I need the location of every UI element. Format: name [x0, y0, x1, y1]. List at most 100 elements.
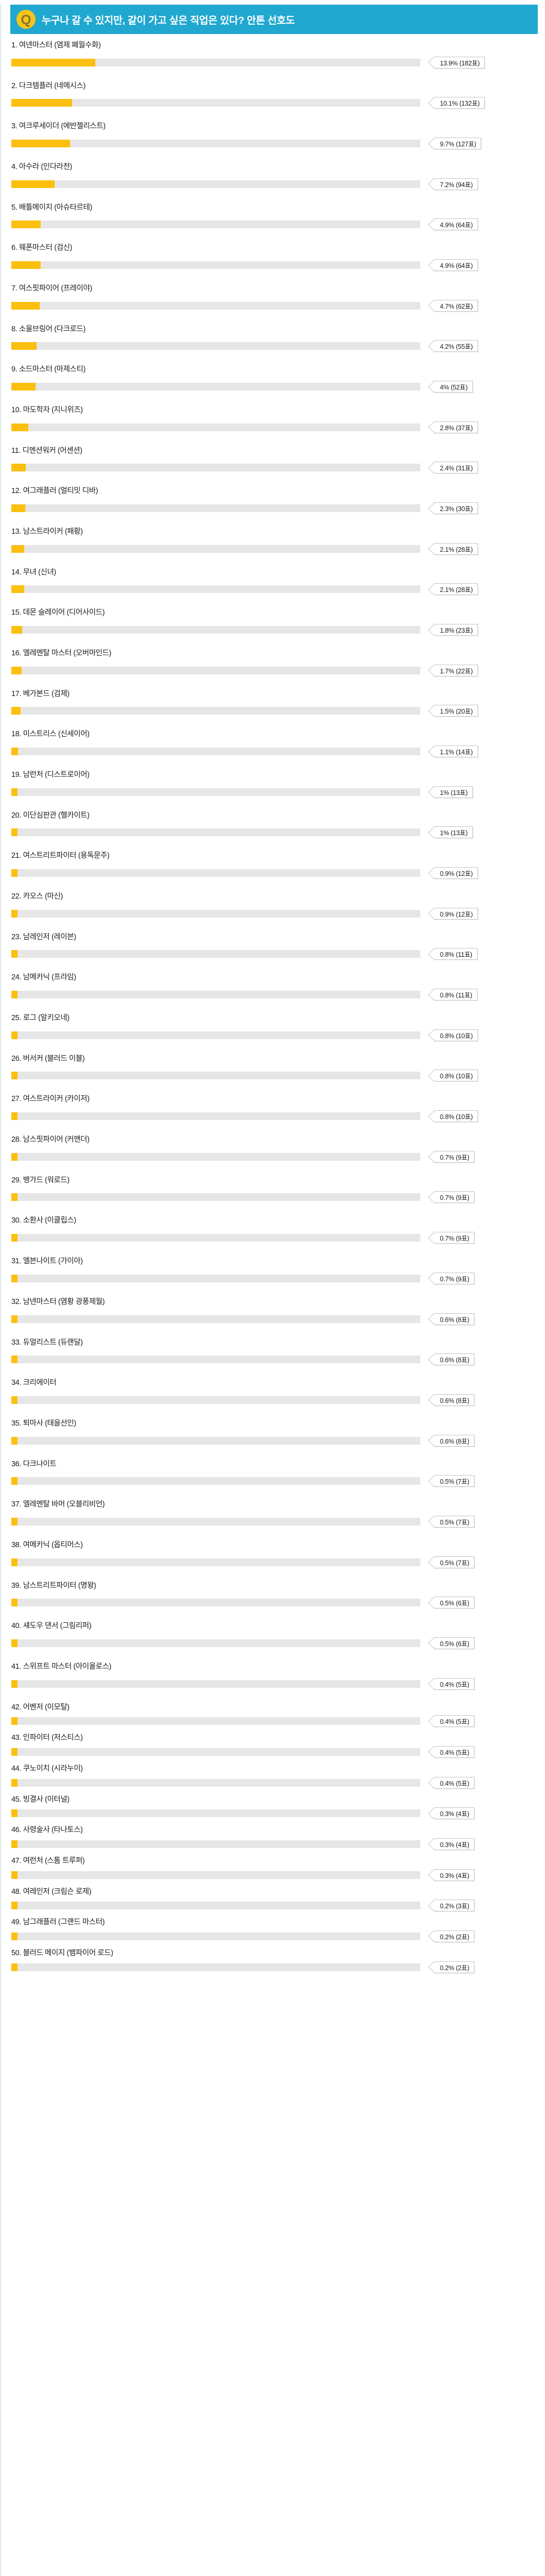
poll-option-row[interactable]: 22. 카오스 (마신) 0.9% (12표)	[1, 892, 545, 920]
poll-bar-fill	[11, 909, 18, 918]
poll-bar-track	[11, 1072, 420, 1080]
poll-option-row[interactable]: 36. 다크나이트 0.5% (7표)	[1, 1460, 545, 1487]
poll-option-row[interactable]: 16. 엘레멘탈 마스터 (오버마인드) 1.7% (22표)	[1, 649, 545, 676]
poll-option-row[interactable]: 21. 여스트리트파이터 (용독문주) 0.9% (12표)	[1, 852, 545, 879]
poll-option-label: 33. 듀얼리스트 (듀랜달)	[11, 1338, 83, 1347]
poll-option-row[interactable]: 48. 여레인저 (크림슨 로제) 0.2% (3표)	[1, 1888, 545, 1912]
poll-option-row[interactable]: 28. 남스핏파이어 (커맨더) 0.7% (9표)	[1, 1136, 545, 1163]
poll-vote-callout: 0.9% (12표)	[434, 907, 478, 920]
poll-option-row[interactable]: 7. 여스핏파이어 (프레이야) 4.7% (62표)	[1, 284, 545, 312]
page-title: 누구나 갈 수 있지만, 같이 가고 싶은 직업은 있다? 안톤 선호도	[42, 15, 295, 26]
poll-option-row[interactable]: 40. 섀도우 댄서 (그림리퍼) 0.5% (6표)	[1, 1622, 545, 1649]
poll-option-row[interactable]: 31. 엘븐나이트 (가이아) 0.7% (9표)	[1, 1257, 545, 1284]
poll-vote-callout: 0.5% (7표)	[434, 1515, 474, 1528]
poll-vote-callout: 2.1% (28표)	[434, 583, 478, 596]
poll-option-row[interactable]: 37. 엘레멘탈 바머 (오블리비언) 0.5% (7표)	[1, 1500, 545, 1528]
poll-vote-callout: 0.4% (5표)	[434, 1776, 474, 1789]
poll-bar-row: 0.6% (8표)	[11, 1394, 537, 1406]
poll-option-label: 9. 소드마스터 (마제스티)	[11, 365, 86, 374]
poll-option-row[interactable]: 43. 인파이터 (저스티스) 0.4% (5표)	[1, 1734, 545, 1758]
poll-option-row[interactable]: 14. 무녀 (신녀) 2.1% (28표)	[1, 568, 545, 596]
poll-option-row[interactable]: 35. 퇴마사 (태을선인) 0.6% (8표)	[1, 1419, 545, 1447]
poll-bar-track	[11, 1234, 420, 1242]
poll-bar-track	[11, 1355, 420, 1364]
poll-option-row[interactable]: 30. 소환사 (이클립스) 0.7% (9표)	[1, 1216, 545, 1244]
poll-option-label: 30. 소환사 (이클립스)	[11, 1216, 76, 1225]
poll-option-row[interactable]: 41. 스위프트 마스터 (아이올로스) 0.4% (5표)	[1, 1663, 545, 1690]
poll-bar-row: 0.5% (7표)	[11, 1556, 537, 1568]
poll-option-label: 34. 크리에이터	[11, 1379, 57, 1387]
poll-results-page: Q 누구나 갈 수 있지만, 같이 가고 싶은 직업은 있다? 안톤 선호도 1…	[0, 5, 545, 2576]
poll-bar-row: 0.8% (11표)	[11, 989, 537, 1001]
poll-vote-text: 1.8% (23표)	[440, 627, 473, 635]
poll-option-row[interactable]: 19. 남런처 (디스트로이어) 1% (13표)	[1, 771, 545, 798]
poll-option-row[interactable]: 10. 마도학자 (지니위즈) 2.8% (37표)	[1, 406, 545, 433]
poll-option-row[interactable]: 12. 여그래플러 (얼티밋 디바) 2.3% (30표)	[1, 487, 545, 515]
poll-bar-row: 2.3% (30표)	[11, 502, 537, 515]
poll-option-label: 40. 섀도우 댄서 (그림리퍼)	[11, 1622, 92, 1631]
poll-bar-row: 1% (13표)	[11, 786, 537, 798]
poll-option-row[interactable]: 6. 웨폰마스터 (검신) 4.9% (64표)	[1, 244, 545, 272]
poll-option-row[interactable]: 42. 어벤저 (이모탈) 0.4% (5표)	[1, 1703, 545, 1727]
poll-bar-row: 0.4% (5표)	[11, 1745, 537, 1758]
poll-option-row[interactable]: 25. 로그 (알키오네) 0.8% (10표)	[1, 1014, 545, 1041]
poll-option-row[interactable]: 1. 여넨마스터 (염제 폐월수화) 13.9% (182표)	[1, 41, 545, 69]
poll-option-row[interactable]: 11. 디멘션워커 (어센션) 2.4% (31표)	[1, 447, 545, 474]
poll-option-row[interactable]: 26. 버서커 (블러드 이블) 0.8% (10표)	[1, 1055, 545, 1082]
poll-vote-callout: 4.2% (55표)	[434, 340, 478, 352]
poll-option-row[interactable]: 9. 소드마스터 (마제스티) 4% (52표)	[1, 365, 545, 393]
poll-option-row[interactable]: 23. 남레인저 (레이븐) 0.8% (11표)	[1, 933, 545, 960]
poll-vote-callout: 1% (13표)	[434, 826, 473, 839]
poll-option-row[interactable]: 2. 다크템플러 (네메시스) 10.1% (132표)	[1, 82, 545, 109]
poll-option-row[interactable]: 45. 빙결사 (이터널) 0.3% (4표)	[1, 1795, 545, 1820]
poll-option-row[interactable]: 15. 데몬 슬레이어 (디어사이드) 1.8% (23표)	[1, 608, 545, 636]
poll-option-row[interactable]: 18. 미스트리스 (신세이어) 1.1% (14표)	[1, 730, 545, 758]
poll-option-row[interactable]: 29. 뱅가드 (워로드) 0.7% (9표)	[1, 1176, 545, 1204]
poll-option-label: 37. 엘레멘탈 바머 (오블리비언)	[11, 1500, 105, 1509]
poll-bar-track	[11, 1517, 420, 1526]
poll-bar-fill	[11, 1153, 18, 1161]
poll-vote-text: 0.7% (9표)	[440, 1154, 469, 1161]
poll-option-row[interactable]: 8. 소울브링어 (다크로드) 4.2% (55표)	[1, 325, 545, 352]
poll-vote-text: 0.8% (11표)	[440, 951, 472, 959]
poll-bar-track	[11, 1902, 420, 1910]
poll-bar-track	[11, 1680, 420, 1688]
poll-option-row[interactable]: 4. 아수라 (인다라천) 7.2% (94표)	[1, 163, 545, 190]
poll-option-row[interactable]: 46. 사령술사 (타나토스) 0.3% (4표)	[1, 1826, 545, 1850]
poll-option-row[interactable]: 27. 여스트라이커 (카이저) 0.8% (10표)	[1, 1095, 545, 1123]
poll-option-label: 42. 어벤저 (이모탈)	[11, 1703, 70, 1711]
poll-bar-row: 0.2% (3표)	[11, 1900, 537, 1912]
poll-option-row[interactable]: 38. 여메카닉 (옵티머스) 0.5% (7표)	[1, 1541, 545, 1568]
poll-option-row[interactable]: 32. 남넨마스터 (염황 광풍제월) 0.6% (8표)	[1, 1298, 545, 1325]
poll-option-row[interactable]: 50. 블러드 메이지 (뱀파이어 로드) 0.2% (2표)	[1, 1949, 545, 1973]
poll-option-row[interactable]: 33. 듀얼리스트 (듀랜달) 0.6% (8표)	[1, 1338, 545, 1366]
poll-option-row[interactable]: 17. 베가본드 (검제) 1.5% (20표)	[1, 690, 545, 717]
poll-option-label: 6. 웨폰마스터 (검신)	[11, 244, 72, 252]
poll-option-row[interactable]: 47. 여런처 (스톰 트루퍼) 0.3% (4표)	[1, 1857, 545, 1881]
poll-option-row[interactable]: 24. 남메카닉 (프라임) 0.8% (11표)	[1, 973, 545, 1001]
poll-option-row[interactable]: 5. 배틀메이지 (아슈타르테) 4.9% (64표)	[1, 204, 545, 231]
poll-bar-row: 0.6% (8표)	[11, 1353, 537, 1366]
poll-bar-fill	[11, 748, 18, 756]
poll-bar-row: 0.4% (5표)	[11, 1715, 537, 1727]
poll-option-row[interactable]: 34. 크리에이터 0.6% (8표)	[1, 1379, 545, 1406]
poll-option-label: 1. 여넨마스터 (염제 폐월수화)	[11, 41, 101, 49]
poll-option-row[interactable]: 39. 남스트리트파이터 (명왕) 0.5% (6표)	[1, 1582, 545, 1609]
poll-bar-fill	[11, 828, 18, 837]
poll-bar-fill	[11, 99, 73, 107]
poll-vote-text: 4.9% (64표)	[440, 262, 473, 270]
poll-option-row[interactable]: 44. 쿠노이치 (시라누이) 0.4% (5표)	[1, 1765, 545, 1789]
poll-option-row[interactable]: 3. 여크루세이더 (에반젤리스트) 9.7% (127표)	[1, 122, 545, 150]
poll-bar-fill	[11, 1396, 18, 1404]
poll-option-row[interactable]: 20. 이단심판관 (헬카이트) 1% (13표)	[1, 811, 545, 839]
poll-bar-track	[11, 99, 420, 107]
poll-bar-row: 1.7% (22표)	[11, 664, 537, 676]
poll-vote-callout: 0.8% (11표)	[434, 948, 478, 960]
poll-vote-callout: 2.4% (31표)	[434, 462, 478, 474]
poll-vote-callout: 13.9% (182표)	[434, 56, 485, 69]
poll-vote-callout: 0.7% (9표)	[434, 1150, 474, 1163]
poll-bar-fill	[11, 1599, 18, 1607]
poll-option-row[interactable]: 13. 남스트라이커 (패황) 2.1% (28표)	[1, 528, 545, 555]
poll-option-row[interactable]: 49. 남그래플러 (그랜드 마스터) 0.2% (2표)	[1, 1918, 545, 1942]
poll-vote-callout: 0.5% (7표)	[434, 1475, 474, 1487]
